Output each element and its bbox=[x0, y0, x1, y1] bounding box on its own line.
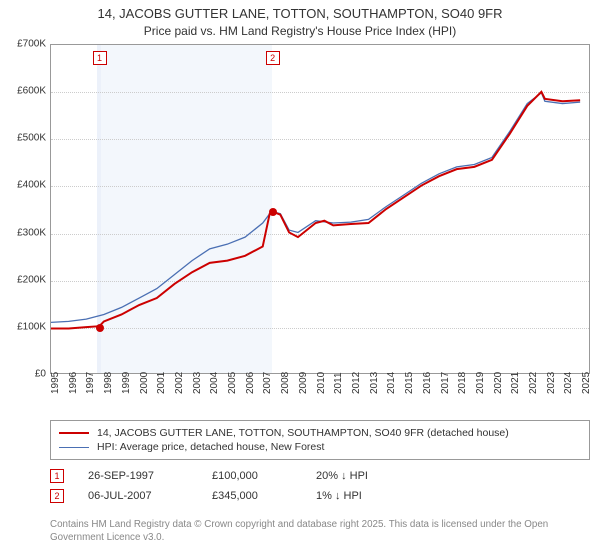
x-axis-label: 2017 bbox=[440, 372, 451, 394]
x-axis-label: 2010 bbox=[316, 372, 327, 394]
series-property bbox=[51, 92, 580, 329]
x-axis-label: 2008 bbox=[280, 372, 291, 394]
event-marker-box: 1 bbox=[93, 51, 107, 65]
x-axis-label: 2013 bbox=[369, 372, 380, 394]
legend-swatch bbox=[59, 447, 89, 448]
y-axis-label: £700K bbox=[0, 39, 46, 50]
event-date: 26-SEP-1997 bbox=[88, 470, 188, 482]
x-axis-label: 2009 bbox=[298, 372, 309, 394]
y-axis-label: £200K bbox=[0, 274, 46, 285]
event-table: 1 26-SEP-1997 £100,000 20% ↓ HPI 2 06-JUL-200… bbox=[50, 466, 590, 506]
x-axis-label: 2022 bbox=[528, 372, 539, 394]
plot-area: 12 bbox=[50, 44, 590, 374]
chart-wrap: £0£100K£200K£300K£400K£500K£600K£700K 12… bbox=[0, 44, 600, 414]
event-row: 1 26-SEP-1997 £100,000 20% ↓ HPI bbox=[50, 466, 590, 486]
legend-label: HPI: Average price, detached house, New … bbox=[97, 441, 324, 453]
x-axis-label: 2024 bbox=[563, 372, 574, 394]
event-date: 06-JUL-2007 bbox=[88, 490, 188, 502]
x-axis-label: 2016 bbox=[422, 372, 433, 394]
x-axis-label: 1999 bbox=[121, 372, 132, 394]
x-axis-label: 2023 bbox=[546, 372, 557, 394]
x-axis-label: 2025 bbox=[581, 372, 592, 394]
x-axis-label: 2007 bbox=[262, 372, 273, 394]
event-id-box: 1 bbox=[50, 469, 64, 483]
x-axis-label: 1998 bbox=[103, 372, 114, 394]
event-row: 2 06-JUL-2007 £345,000 1% ↓ HPI bbox=[50, 486, 590, 506]
y-axis-label: £100K bbox=[0, 321, 46, 332]
x-axis-label: 2000 bbox=[139, 372, 150, 394]
event-id-box: 2 bbox=[50, 489, 64, 503]
x-axis-label: 1997 bbox=[85, 372, 96, 394]
event-marker-box: 2 bbox=[266, 51, 280, 65]
series-hpi bbox=[51, 93, 580, 323]
legend-row: 14, JACOBS GUTTER LANE, TOTTON, SOUTHAMP… bbox=[59, 426, 581, 440]
x-axis-labels: 1995199619971998199920002001200220032004… bbox=[50, 376, 590, 412]
event-delta: 1% ↓ HPI bbox=[316, 490, 362, 502]
event-dot bbox=[96, 324, 104, 332]
chart-title: 14, JACOBS GUTTER LANE, TOTTON, SOUTHAMP… bbox=[0, 0, 600, 21]
legend-row: HPI: Average price, detached house, New … bbox=[59, 440, 581, 454]
event-delta: 20% ↓ HPI bbox=[316, 470, 368, 482]
y-axis-label: £0 bbox=[0, 369, 46, 380]
x-axis-label: 2015 bbox=[404, 372, 415, 394]
event-dot bbox=[269, 208, 277, 216]
x-axis-label: 2011 bbox=[333, 372, 344, 394]
y-axis-label: £300K bbox=[0, 227, 46, 238]
event-price: £100,000 bbox=[212, 470, 292, 482]
footnote: Contains HM Land Registry data © Crown c… bbox=[50, 518, 590, 544]
legend: 14, JACOBS GUTTER LANE, TOTTON, SOUTHAMP… bbox=[50, 420, 590, 460]
x-axis-label: 2001 bbox=[156, 372, 167, 394]
y-axis-label: £600K bbox=[0, 86, 46, 97]
x-axis-label: 2003 bbox=[192, 372, 203, 394]
x-axis-label: 1996 bbox=[68, 372, 79, 394]
y-axis-label: £500K bbox=[0, 133, 46, 144]
x-axis-label: 1995 bbox=[50, 372, 61, 394]
x-axis-label: 2018 bbox=[457, 372, 468, 394]
x-axis-label: 2020 bbox=[493, 372, 504, 394]
x-axis-label: 2004 bbox=[209, 372, 220, 394]
x-axis-label: 2006 bbox=[245, 372, 256, 394]
x-axis-label: 2014 bbox=[386, 372, 397, 394]
x-axis-label: 2005 bbox=[227, 372, 238, 394]
chart-subtitle: Price paid vs. HM Land Registry's House … bbox=[0, 21, 600, 38]
x-axis-label: 2012 bbox=[351, 372, 362, 394]
x-axis-label: 2021 bbox=[510, 372, 521, 394]
x-axis-label: 2002 bbox=[174, 372, 185, 394]
x-axis-label: 2019 bbox=[475, 372, 486, 394]
chart-container: 14, JACOBS GUTTER LANE, TOTTON, SOUTHAMP… bbox=[0, 0, 600, 560]
legend-label: 14, JACOBS GUTTER LANE, TOTTON, SOUTHAMP… bbox=[97, 427, 509, 439]
line-svg bbox=[51, 45, 589, 373]
legend-swatch bbox=[59, 432, 89, 434]
y-axis-label: £400K bbox=[0, 180, 46, 191]
event-price: £345,000 bbox=[212, 490, 292, 502]
